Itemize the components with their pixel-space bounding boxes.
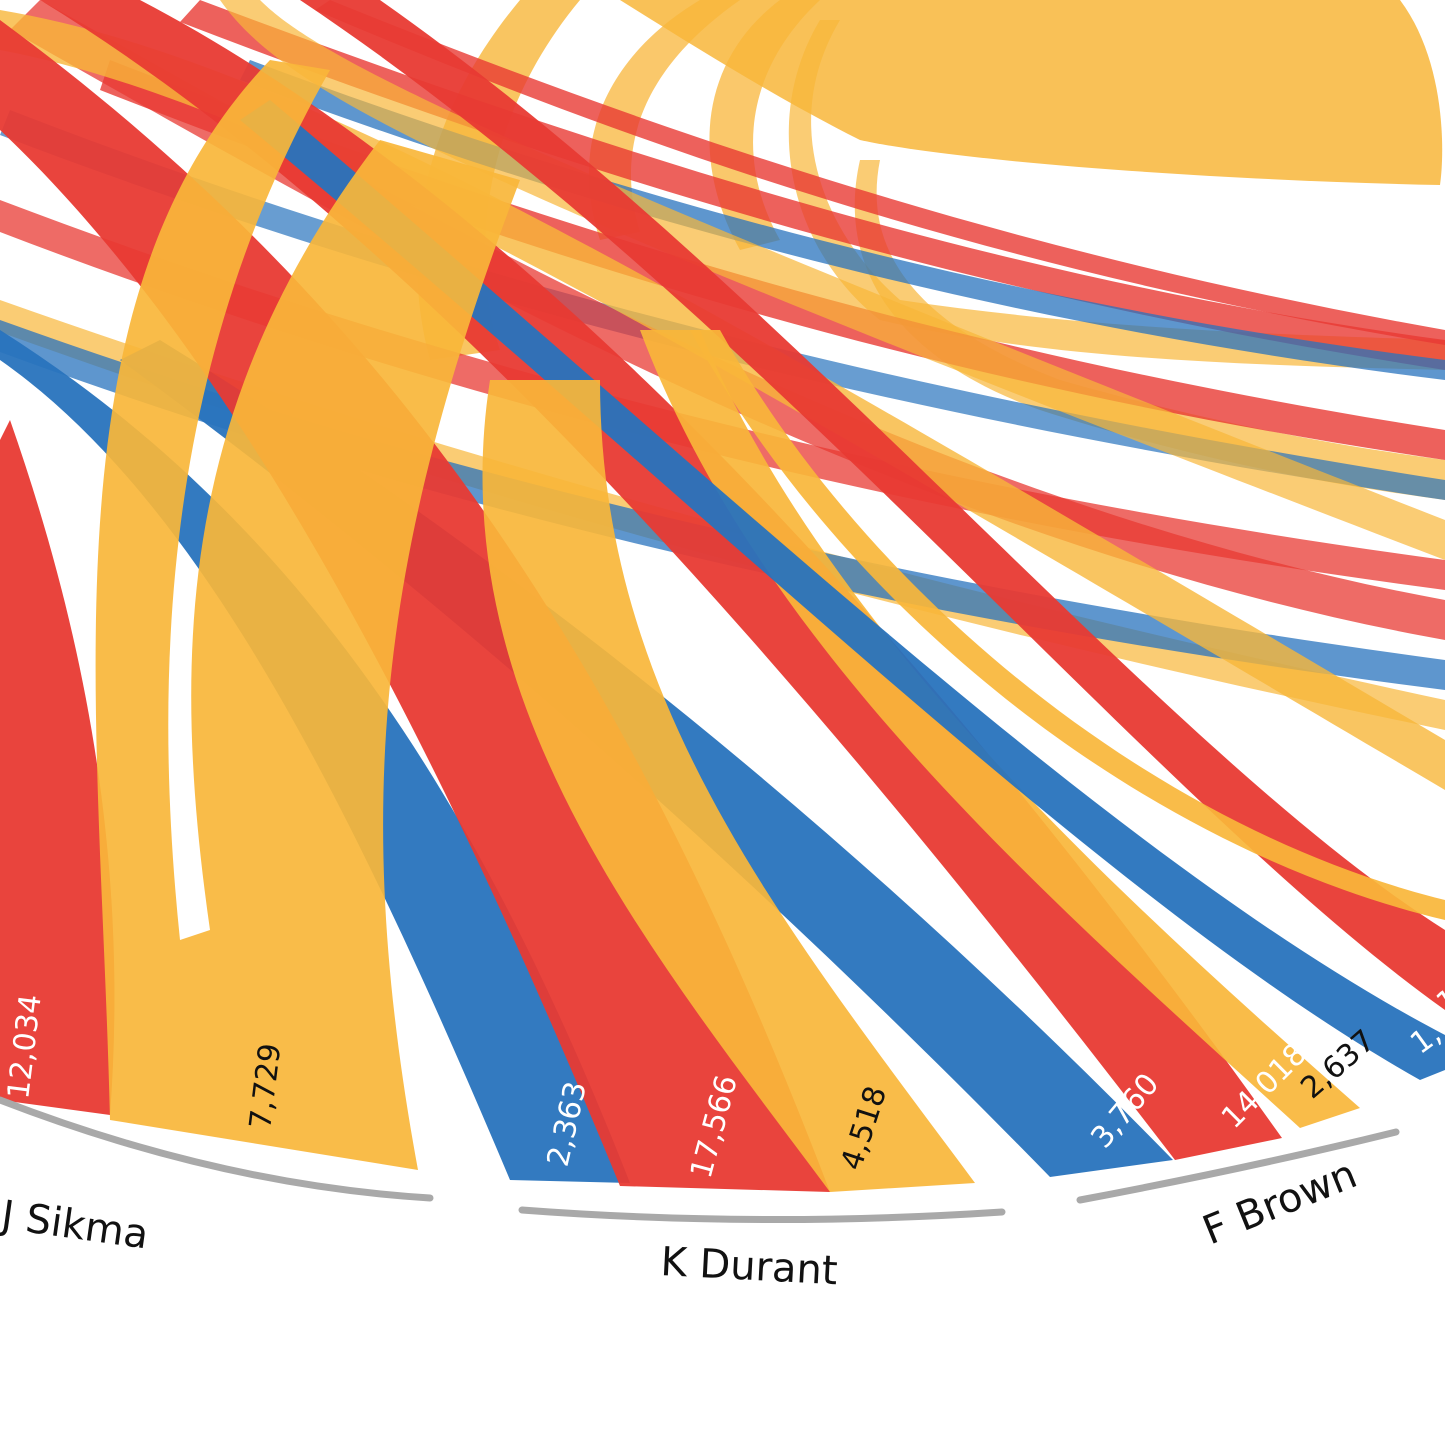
background-ribbon-14 [0,320,1445,690]
background-ribbon-10 [100,60,1445,460]
background-ribbon-17 [220,0,1445,560]
background-ribbon-12 [0,200,1445,590]
ribbon-k-durant-orange [482,380,975,1192]
player-label-f-brown: F Brown [1197,1151,1364,1254]
ribbon-f-brown-orange [640,330,1360,1128]
background-ribbon-3 [588,0,740,240]
ribbon-j-sikma-red [0,420,115,1115]
group-arc-2 [518,1206,1006,1224]
ribbon-group-4-blue [240,100,1445,1080]
ribbon-j-sikma-orange [95,60,520,1170]
background-ribbon-11 [0,110,1445,500]
group-arcs-layer [0,1096,1400,1224]
background-ribbon-7 [180,0,1445,370]
group-arc-3 [1076,1128,1400,1204]
player-label-k-durant: K Durant [659,1239,838,1294]
group-arc-1 [0,1096,434,1202]
background-ribbon-9 [240,60,1445,380]
ribbons-layer [0,0,1445,1192]
background-ribbon-16 [0,10,1445,790]
player-label-j-sikma: J Sikma [0,1192,151,1259]
ribbon-group-4-red [300,0,1445,1010]
background-ribbon-8 [315,0,1445,345]
ribbon-f-brown-red [40,0,1282,1160]
